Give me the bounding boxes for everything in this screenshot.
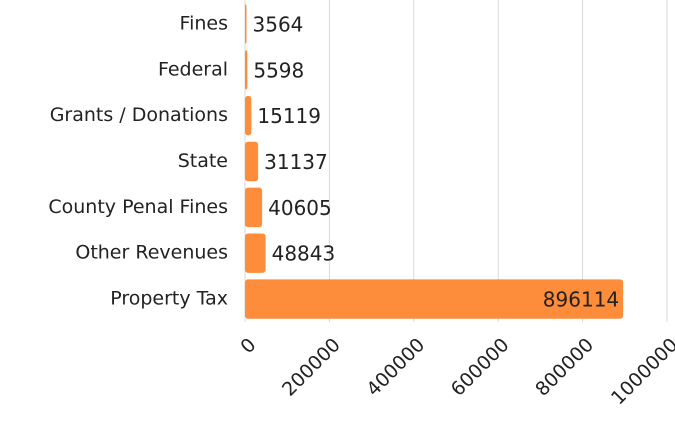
y-tick-label: Grants / Donations — [50, 104, 228, 126]
bar — [245, 50, 248, 90]
bar — [245, 141, 259, 182]
bar — [245, 4, 247, 44]
x-tick-label: 800000 — [531, 334, 598, 401]
bar — [245, 279, 624, 319]
bar — [245, 95, 252, 136]
y-tick-label: County Penal Fines — [48, 196, 228, 218]
y-tick-label: State — [178, 150, 228, 172]
bar — [245, 187, 263, 228]
value-label: 40605 — [268, 196, 332, 220]
x-tick-label: 1000000 — [607, 334, 675, 409]
y-tick-label: Fines — [180, 12, 228, 34]
value-label: 31137 — [264, 150, 328, 174]
x-tick-label: 0 — [236, 334, 260, 358]
value-label: 5598 — [253, 58, 304, 82]
y-tick-label: Property Tax — [110, 288, 228, 310]
y-tick-label: Federal — [158, 58, 228, 80]
bar — [245, 233, 266, 273]
value-label: 15119 — [257, 104, 321, 128]
x-tick-label: 600000 — [447, 334, 514, 401]
x-tick-label: 200000 — [278, 334, 345, 401]
value-label: 896114 — [543, 288, 619, 312]
value-label: 48843 — [272, 242, 336, 266]
x-tick-label: 400000 — [362, 334, 429, 401]
value-label: 3564 — [253, 12, 304, 36]
y-tick-label: Other Revenues — [75, 242, 228, 264]
